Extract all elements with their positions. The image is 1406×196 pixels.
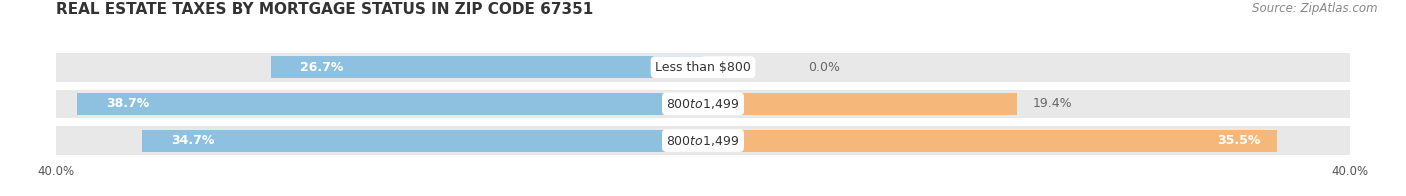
Bar xyxy=(56,53,1350,82)
Text: 26.7%: 26.7% xyxy=(301,61,343,74)
Bar xyxy=(271,56,703,78)
Text: Source: ZipAtlas.com: Source: ZipAtlas.com xyxy=(1253,2,1378,15)
Text: Less than $800: Less than $800 xyxy=(655,61,751,74)
Text: 38.7%: 38.7% xyxy=(107,97,149,110)
Bar xyxy=(77,93,703,115)
Bar xyxy=(703,93,1017,115)
Text: REAL ESTATE TAXES BY MORTGAGE STATUS IN ZIP CODE 67351: REAL ESTATE TAXES BY MORTGAGE STATUS IN … xyxy=(56,2,593,17)
Text: 35.5%: 35.5% xyxy=(1218,134,1261,147)
Text: 0.0%: 0.0% xyxy=(808,61,841,74)
Bar xyxy=(142,130,703,152)
Text: $800 to $1,499: $800 to $1,499 xyxy=(666,97,740,111)
Text: 34.7%: 34.7% xyxy=(172,134,214,147)
Bar xyxy=(56,90,1350,118)
Text: 19.4%: 19.4% xyxy=(1033,97,1073,110)
Bar xyxy=(56,126,1350,155)
Text: $800 to $1,499: $800 to $1,499 xyxy=(666,133,740,148)
Bar xyxy=(703,130,1277,152)
